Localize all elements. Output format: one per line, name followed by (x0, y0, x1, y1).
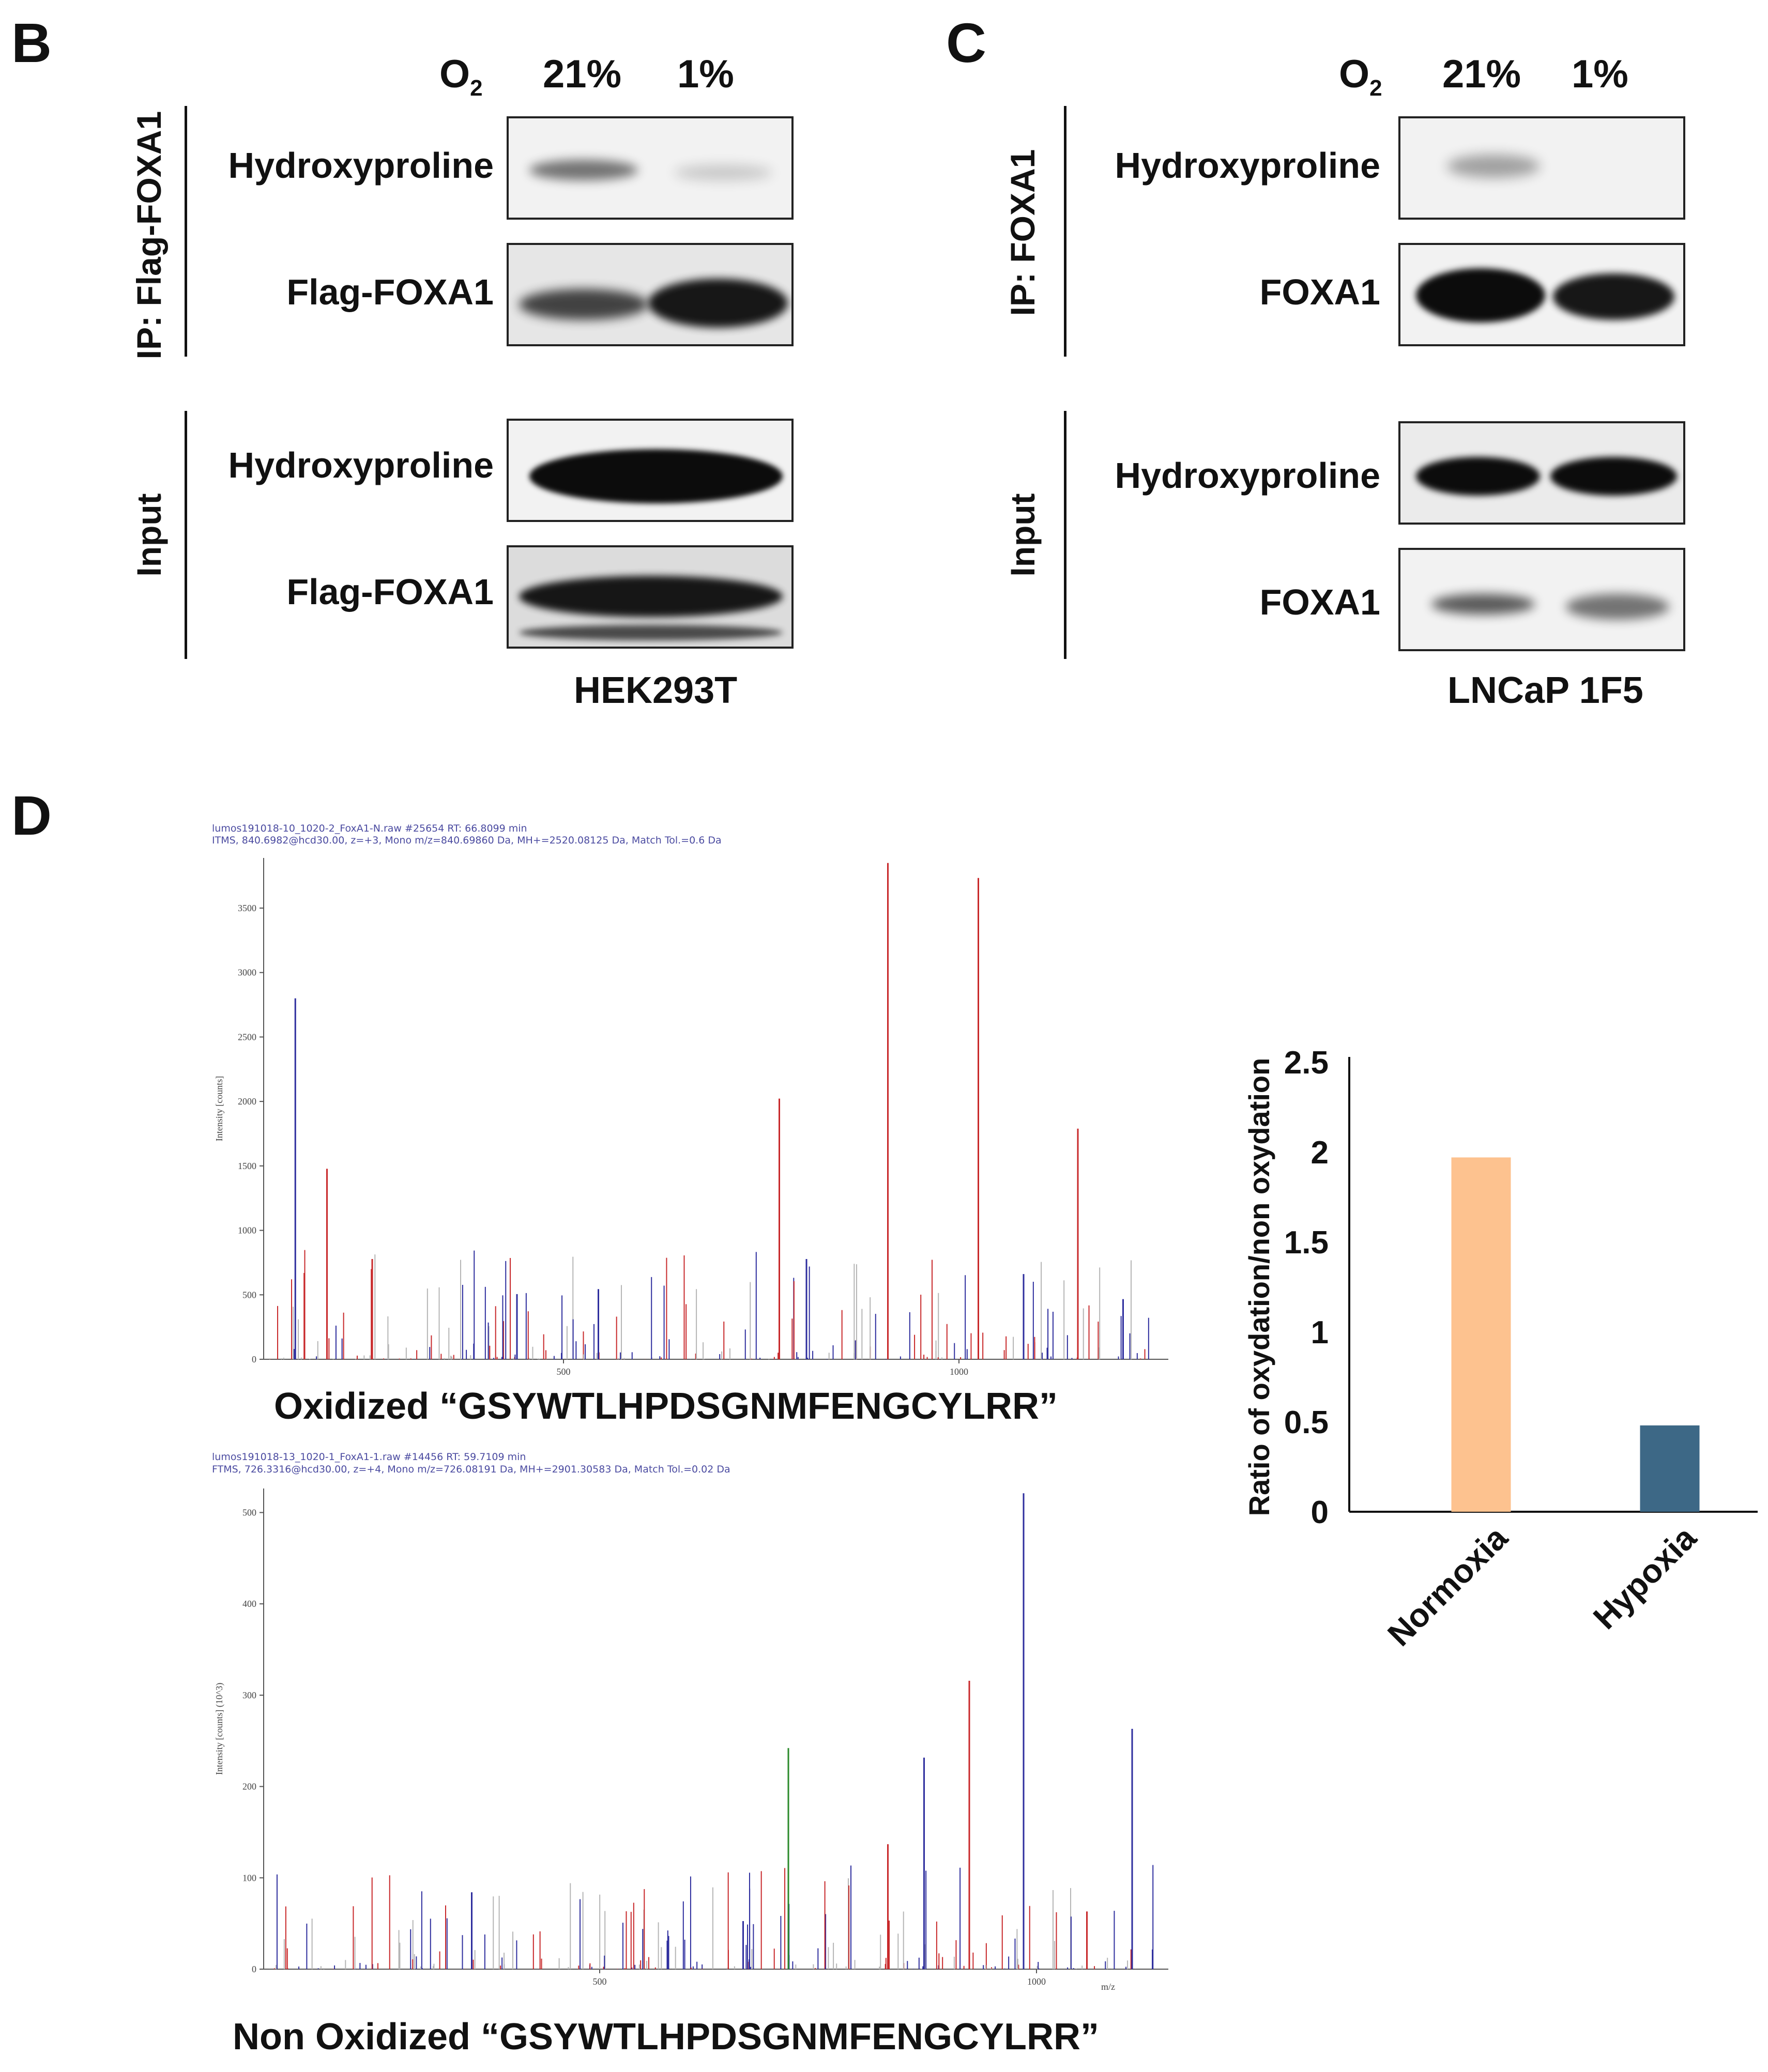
spectrum-bottom-caption: Non Oxidized “GSYWTLHPDSGNMFENGCYLRR” (233, 2016, 1100, 2058)
row-label-c-3: Hydroxyproline (1115, 455, 1380, 496)
spectrum-top-caption: Oxidized “GSYWTLHPDSGNMFENGCYLRR” (274, 1386, 1058, 1427)
ratio-bar-chart: 0 0.5 1 1.5 2 2.5 Ratio of oxydation/non oxyda… (1243, 1045, 1758, 1653)
blot-b-flag-foxa1-input (507, 545, 794, 649)
bar-y-tick-label: 0.5 (1284, 1405, 1329, 1440)
condition-21-c: 21% (1442, 52, 1521, 96)
condition-1-b: 1% (677, 52, 734, 96)
spectrum-top: 0 500 1000 1500 2000 2500 3000 3500 500 1000 Inten… (214, 858, 1168, 1377)
cell-line-b: HEK293T (574, 670, 738, 711)
bar-hypoxia (1640, 1425, 1700, 1512)
spectrum-y-tick-label: 0 (252, 1964, 256, 1974)
bar-y-tick-label: 1.5 (1284, 1225, 1329, 1261)
row-label-c-4: FOXA1 (1259, 582, 1380, 622)
spectrum-y-tick-label: 500 (242, 1508, 256, 1518)
spectrum-y-tick-label: 2000 (238, 1096, 256, 1107)
spectrum-y-label: Intensity [counts] (10^3) (214, 1683, 225, 1775)
panel-letter-c: C (946, 11, 986, 74)
bar-y-tick-label: 2.5 (1284, 1045, 1329, 1081)
spectrum-x-unit: m/z (1101, 1982, 1115, 1992)
input-bracket-b (185, 411, 187, 659)
row-label-c-1: Hydroxyproline (1115, 145, 1380, 186)
spectrum-top-meta-1: lumos191018-10_1020-2_FoxA1-N.raw #25654… (212, 823, 527, 834)
ip-bracket-c (1064, 106, 1066, 357)
spectrum-y-tick-label: 300 (242, 1690, 256, 1700)
panel-letter-b: B (11, 11, 52, 74)
spectrum-y-tick-label: 500 (242, 1290, 256, 1300)
row-label-b-2: Flag-FOXA1 (286, 272, 494, 312)
o2-label-b: O2 (439, 52, 483, 101)
spectrum-y-tick-label: 400 (242, 1599, 256, 1609)
row-label-b-3: Hydroxyproline (228, 445, 494, 485)
bar-y-tick-label: 0 (1311, 1495, 1329, 1530)
spectrum-x-tick-label: 1000 (950, 1367, 968, 1377)
row-label-c-2: FOXA1 (1259, 272, 1380, 312)
row-label-b-4: Flag-FOXA1 (286, 572, 494, 612)
ip-group-label-c: IP: FOXA1 (1003, 149, 1042, 316)
blot-b-hydroxyproline-input (507, 419, 794, 522)
bar-normoxia (1451, 1157, 1511, 1512)
bar-y-tick-label: 2 (1311, 1135, 1329, 1171)
spectrum-y-tick-label: 1500 (238, 1161, 256, 1171)
spectrum-y-tick-label: 1000 (238, 1225, 256, 1236)
ip-bracket-b (185, 106, 187, 357)
blot-c-foxa1-input (1398, 548, 1685, 651)
spectrum-y-tick-label: 3000 (238, 968, 256, 978)
spectrum-y-tick-label: 100 (242, 1873, 256, 1883)
spectrum-y-tick-label: 0 (252, 1354, 256, 1364)
blot-c-foxa1-ip (1398, 243, 1685, 346)
spectrum-x-tick-label: 1000 (1027, 1976, 1046, 1987)
spectrum-y-tick-label: 200 (242, 1782, 256, 1792)
spectrum-x-tick-label: 500 (593, 1976, 607, 1987)
input-group-label-b: Input (130, 493, 168, 577)
spectrum-y-tick-label: 3500 (238, 903, 256, 913)
spectrum-x-tick-label: 500 (557, 1367, 571, 1377)
input-group-label-c: Input (1003, 493, 1042, 577)
spectrum-y-label: Intensity [counts] (214, 1076, 224, 1141)
bar-y-label: Ratio of oxydation/non oxydation (1243, 1058, 1275, 1516)
panel-letter-d: D (11, 784, 52, 847)
bar-category-label: Normoxia (1380, 1519, 1515, 1653)
condition-21-b: 21% (543, 52, 622, 96)
input-bracket-c (1064, 411, 1066, 659)
spectrum-top-meta-2: ITMS, 840.6982@hcd30.00, z=+3, Mono m/z=… (212, 835, 722, 846)
spectrum-bottom: 0 100 200 300 400 500 500 1000 m/z Intensity [cou… (214, 1488, 1168, 1992)
blot-c-hydroxyproline-input (1398, 421, 1685, 525)
blot-b-hydroxyproline-ip (507, 116, 794, 220)
blot-b-flag-foxa1-ip (507, 243, 794, 346)
row-label-b-1: Hydroxyproline (228, 145, 494, 186)
bar-category-label: Hypoxia (1586, 1519, 1703, 1636)
ip-group-label-b: IP: Flag-FOXA1 (130, 111, 168, 360)
bar-y-tick-label: 1 (1311, 1315, 1329, 1350)
blot-c-hydroxyproline-ip (1398, 116, 1685, 220)
o2-label-c: O2 (1339, 52, 1382, 101)
cell-line-c: LNCaP 1F5 (1447, 670, 1643, 711)
spectrum-y-tick-label: 2500 (238, 1032, 256, 1042)
spectrum-bottom-meta-1: lumos191018-13_1020-1_FoxA1-1.raw #14456… (212, 1451, 526, 1463)
spectrum-bottom-meta-2: FTMS, 726.3316@hcd30.00, z=+4, Mono m/z=… (212, 1464, 730, 1475)
condition-1-c: 1% (1572, 52, 1628, 96)
